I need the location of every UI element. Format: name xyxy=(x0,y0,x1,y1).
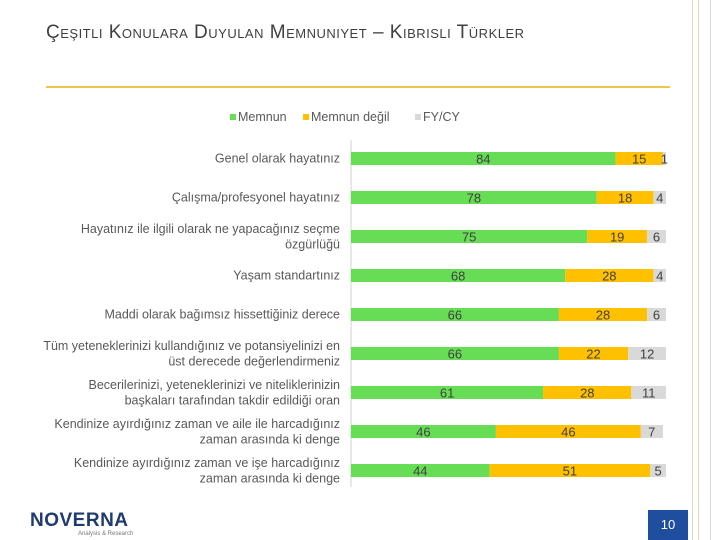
data-label-memnun: 61 xyxy=(440,386,454,401)
data-label-fy-cy: 1 xyxy=(661,152,668,167)
category-label: Yaşam standartınız xyxy=(233,269,340,283)
category-label: Genel olarak hayatınız xyxy=(215,152,340,166)
title-divider xyxy=(46,86,670,88)
bar-fy-cy xyxy=(628,347,666,360)
legend-swatch-memnun xyxy=(230,114,236,120)
bar-memnun-degil xyxy=(615,152,663,165)
category-row: Yaşam standartınız 68 28 4 xyxy=(233,269,666,284)
bar-fy-cy xyxy=(653,191,666,204)
data-label-memnun-degil: 28 xyxy=(596,308,610,323)
data-label-fy-cy: 11 xyxy=(642,386,656,401)
data-label-fy-cy: 6 xyxy=(653,308,660,323)
data-label-memnun-degil: 46 xyxy=(561,425,575,440)
bar-fy-cy xyxy=(647,230,666,243)
bar-fy-cy xyxy=(653,269,666,282)
category-row: Kendinize ayırdığınız zaman ve işe harca… xyxy=(74,456,667,486)
category-row: Maddi olarak bağımsız hissettiğiniz dere… xyxy=(104,308,666,323)
stacked-bar-chart: Memnun Memnun değil FY/CY Genel olarak hay… xyxy=(43,110,668,487)
slide-title: Çeşitli Konulara Duyulan Memnuniyet – Kı… xyxy=(46,22,525,43)
data-label-fy-cy: 5 xyxy=(654,464,661,479)
data-label-memnun: 75 xyxy=(462,230,476,245)
data-label-fy-cy: 4 xyxy=(656,269,663,284)
category-label: Maddi olarak bağımsız hissettiğiniz dere… xyxy=(104,308,340,322)
bar-memnun xyxy=(351,386,544,399)
category-label: Çalışma/profesyonel hayatınız xyxy=(172,191,340,205)
data-label-memnun: 46 xyxy=(416,425,430,440)
data-label-fy-cy: 4 xyxy=(656,191,663,206)
bar-fy-cy xyxy=(650,464,667,477)
data-label-memnun-degil: 15 xyxy=(632,152,646,167)
category-row: Çalışma/profesyonel hayatınız 78 18 4 xyxy=(172,191,666,206)
category-label: Becerilerinizi, yeteneklerinizi ve nitel… xyxy=(89,378,341,408)
bar-fy-cy xyxy=(662,152,666,165)
data-label-memnun-degil: 18 xyxy=(618,191,632,206)
bar-memnun-degil xyxy=(495,425,641,438)
category-label: Tüm yeteneklerinizi kullandığınız ve pot… xyxy=(43,339,340,369)
data-label-memnun: 68 xyxy=(451,269,465,284)
bar-memnun-degil xyxy=(565,269,654,282)
category-label: Kendinize ayırdığınız zaman ve işe harca… xyxy=(74,456,340,486)
category-row: Kendinize ayırdığınız zaman ve aile ile … xyxy=(54,417,663,447)
bar-memnun xyxy=(351,269,566,282)
legend-swatch-memnun-degil xyxy=(303,114,309,120)
legend-label-memnun: Memnun xyxy=(238,110,287,124)
data-label-memnun-degil: 19 xyxy=(610,230,624,245)
data-label-memnun: 78 xyxy=(467,191,481,206)
category-label: Kendinize ayırdığınız zaman ve aile ile … xyxy=(54,417,340,447)
data-label-memnun: 84 xyxy=(476,152,490,167)
chart-legend: Memnun Memnun değil FY/CY xyxy=(230,110,460,124)
bar-memnun-degil xyxy=(558,347,629,360)
bar-memnun xyxy=(351,191,597,204)
legend-swatch-fy-cy xyxy=(415,114,421,120)
category-row: Genel olarak hayatınız 84 15 1 xyxy=(215,152,668,167)
category-row: Tüm yeteneklerinizi kullandığınız ve pot… xyxy=(43,339,666,369)
data-label-memnun: 66 xyxy=(448,347,462,362)
logo-subtitle: Analysis & Research xyxy=(78,531,134,537)
data-label-fy-cy: 7 xyxy=(648,425,655,440)
logo-text: NOVERNA xyxy=(30,510,129,531)
bar-memnun xyxy=(351,152,616,165)
bar-fy-cy xyxy=(647,308,666,321)
company-logo: NOVERNA Analysis & Research xyxy=(30,510,190,540)
legend-label-memnun-degil: Memnun değil xyxy=(311,110,390,124)
data-label-memnun: 66 xyxy=(448,308,462,323)
category-label: Hayatınız ile ilgili olarak ne yapacağın… xyxy=(81,222,340,252)
bar-memnun xyxy=(351,425,496,438)
data-label-fy-cy: 12 xyxy=(640,347,654,362)
bar-fy-cy xyxy=(640,425,663,438)
bar-memnun xyxy=(351,308,559,321)
data-label-memnun-degil: 28 xyxy=(580,386,594,401)
data-label-fy-cy: 6 xyxy=(653,230,660,245)
category-row: Hayatınız ile ilgili olarak ne yapacağın… xyxy=(81,222,666,252)
legend-label-fy-cy: FY/CY xyxy=(423,110,460,124)
bar-memnun-degil xyxy=(587,230,648,243)
data-label-memnun-degil: 22 xyxy=(586,347,600,362)
data-label-memnun-degil: 51 xyxy=(563,464,577,479)
data-label-memnun: 44 xyxy=(413,464,427,479)
data-label-memnun-degil: 28 xyxy=(602,269,616,284)
bar-memnun xyxy=(351,347,559,360)
bar-memnun-degil xyxy=(543,386,632,399)
category-row: Becerilerinizi, yeteneklerinizi ve nitel… xyxy=(89,378,666,408)
bar-memnun-degil xyxy=(558,308,648,321)
bar-fy-cy xyxy=(631,386,666,399)
bar-memnun-degil xyxy=(489,464,651,477)
bar-memnun xyxy=(351,464,490,477)
decorative-border xyxy=(688,0,720,540)
page-number: 10 xyxy=(648,510,688,540)
bar-memnun-degil xyxy=(596,191,654,204)
bar-memnun xyxy=(351,230,588,243)
